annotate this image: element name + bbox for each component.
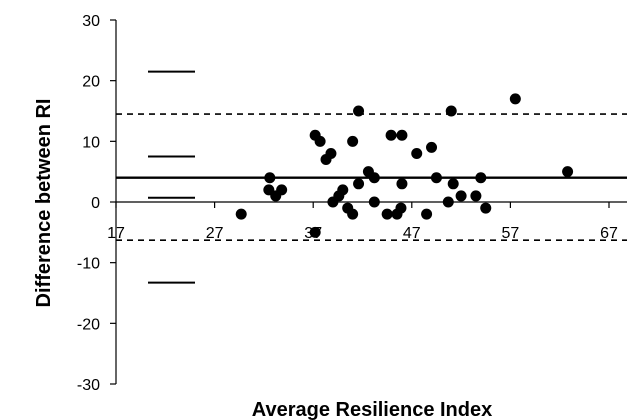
x-tick-label: 67 [600, 225, 618, 242]
x-tick-label: 37 [304, 225, 322, 242]
y-tick-label: 20 [82, 74, 100, 91]
data-point [325, 147, 337, 159]
data-point [309, 226, 321, 238]
y-tick-label: -20 [77, 316, 100, 333]
data-point [235, 208, 247, 220]
y-axis-title: Difference between RI [33, 99, 55, 308]
data-points [235, 93, 574, 238]
data-point [411, 147, 423, 159]
data-point [347, 208, 359, 220]
x-tick-label: 47 [403, 225, 421, 242]
data-point [430, 172, 442, 184]
data-point [276, 184, 288, 196]
axes [110, 19, 627, 385]
data-point [455, 190, 467, 202]
x-tick-label: 27 [206, 225, 224, 242]
data-point [447, 178, 459, 190]
data-point [337, 184, 349, 196]
data-point [385, 129, 397, 141]
data-point [480, 202, 492, 214]
y-tick-label: 10 [82, 134, 100, 151]
x-tick-label: 57 [502, 225, 520, 242]
y-tick-label: -10 [77, 256, 100, 273]
data-point [426, 141, 438, 153]
data-point [509, 93, 521, 105]
data-point [381, 208, 393, 220]
data-point [470, 190, 482, 202]
data-point [396, 129, 408, 141]
x-tick-label: 17 [107, 225, 125, 242]
data-point [314, 135, 326, 147]
data-point [445, 105, 457, 117]
data-point [368, 172, 380, 184]
data-point [562, 166, 574, 178]
y-tick-label: -30 [77, 377, 100, 394]
data-point [442, 196, 454, 208]
x-axis-title: Average Resilience Index [252, 399, 493, 420]
y-tick-label: 30 [82, 13, 100, 30]
data-point [353, 105, 365, 117]
data-point [475, 172, 487, 184]
data-point [395, 202, 407, 214]
data-point [347, 135, 359, 147]
data-point [368, 196, 380, 208]
tick-labels: 30 20 10 0 -10 -20 -30 17 27 37 47 57 67 [77, 13, 618, 394]
data-point [353, 178, 365, 190]
data-point [421, 208, 433, 220]
y-tick-label: 0 [91, 195, 100, 212]
data-point [264, 172, 276, 184]
data-point [396, 178, 408, 190]
